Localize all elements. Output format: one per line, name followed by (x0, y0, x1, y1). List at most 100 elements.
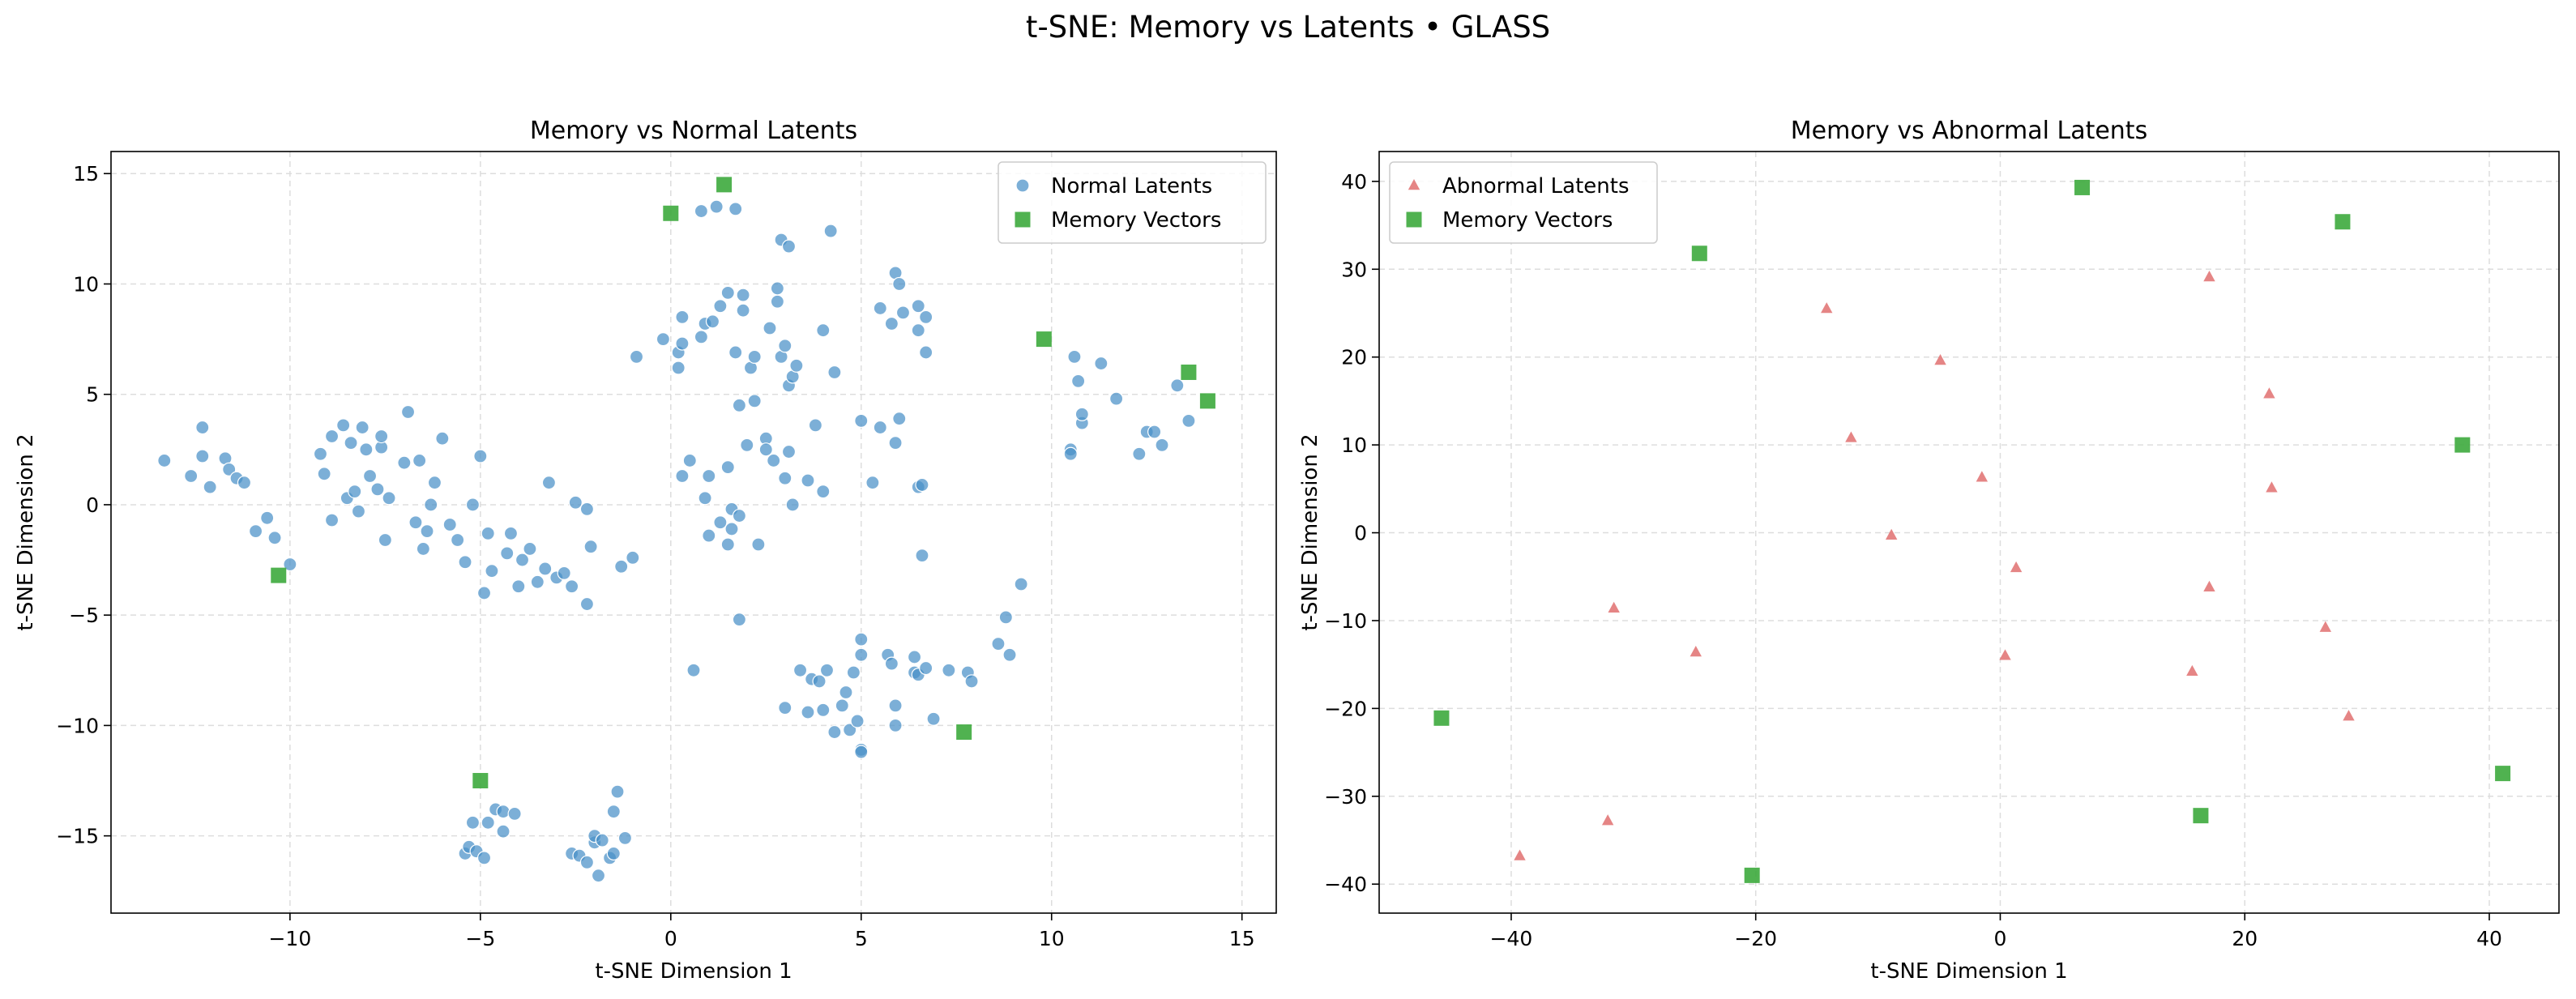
data-point (267, 531, 282, 545)
data-point (579, 855, 595, 869)
legend-marker (1015, 211, 1031, 228)
data-point (412, 453, 427, 468)
data-point (675, 310, 690, 324)
data-point (956, 724, 972, 741)
data-point (839, 685, 853, 700)
data-point (442, 517, 457, 532)
data-point (770, 281, 784, 296)
y-tick-label: 40 (1341, 170, 1367, 194)
data-point (724, 522, 739, 536)
data-point (237, 476, 252, 490)
data-point (370, 482, 385, 497)
data-point (732, 613, 746, 627)
x-tick-label: 0 (664, 927, 677, 950)
data-point (1934, 354, 1946, 365)
data-point (789, 358, 804, 373)
data-point (816, 702, 831, 717)
legend: Abnormal Latents Memory Vectors (1389, 161, 1658, 244)
data-point (763, 321, 777, 335)
figure-title: t-SNE: Memory vs Latents • GLASS (1025, 10, 1551, 45)
data-point (2266, 481, 2278, 493)
data-point (617, 830, 633, 845)
data-point (465, 497, 481, 512)
data-point (195, 449, 210, 463)
x-tick-label: −5 (465, 927, 495, 950)
data-point (713, 299, 728, 314)
data-point (336, 418, 351, 433)
data-point (427, 476, 442, 490)
data-point (964, 674, 979, 689)
data-point (355, 420, 370, 435)
data-point (481, 815, 495, 830)
data-point (770, 294, 784, 309)
series-normal-latents (157, 199, 1196, 883)
data-point (835, 698, 849, 713)
data-point (720, 285, 735, 300)
data-point (846, 665, 861, 680)
data-point (686, 663, 701, 677)
y-tick-label: −5 (69, 604, 99, 627)
data-point (184, 468, 199, 484)
data-point (248, 524, 263, 539)
data-point (1074, 407, 1089, 421)
y-tick-label: 0 (86, 493, 99, 517)
plot-frame (110, 151, 1277, 914)
data-point (476, 851, 492, 865)
data-point (408, 515, 423, 530)
grid-lines (1379, 152, 2559, 913)
legend-marker (1015, 178, 1030, 193)
data-point (606, 846, 621, 861)
data-point (1109, 391, 1124, 406)
data-point (515, 553, 530, 567)
data-point (538, 561, 553, 576)
data-point (324, 513, 340, 527)
data-point (500, 546, 515, 561)
data-point (496, 824, 511, 839)
data-point (919, 310, 933, 324)
data-point (865, 476, 880, 490)
data-point (720, 537, 735, 552)
data-point (2263, 387, 2275, 399)
data-point (2335, 214, 2351, 230)
data-point (1181, 413, 1196, 429)
data-point (785, 497, 800, 512)
panel-title: Memory vs Abnormal Latents (1791, 117, 2147, 145)
data-point (716, 177, 733, 193)
data-point (675, 336, 690, 351)
data-point (854, 745, 869, 759)
y-tick-label: 10 (73, 272, 99, 296)
data-point (884, 656, 899, 671)
x-tick-label: 15 (1229, 927, 1255, 950)
data-point (2319, 621, 2332, 632)
data-point (915, 477, 929, 493)
panel-title: Memory vs Normal Latents (530, 117, 857, 145)
data-point (919, 345, 933, 360)
data-point (663, 205, 679, 221)
data-point (557, 566, 571, 581)
data-point (751, 537, 766, 552)
data-point (496, 805, 511, 819)
data-point (827, 365, 842, 380)
data-point (1601, 814, 1614, 826)
data-point (915, 549, 929, 563)
data-point (1433, 710, 1450, 726)
data-point (481, 526, 495, 540)
data-point (907, 650, 922, 664)
data-point (591, 869, 606, 883)
data-point (713, 515, 728, 530)
data-point (2343, 710, 2355, 721)
data-point (812, 674, 827, 689)
data-point (503, 526, 519, 540)
data-point (778, 701, 792, 715)
data-point (1170, 378, 1185, 393)
data-point (926, 711, 941, 726)
y-axis-label: t-SNE Dimension 2 (14, 433, 38, 630)
y-tick-label: 20 (1341, 346, 1367, 369)
data-point (919, 660, 933, 676)
data-point (671, 361, 686, 375)
data-point (2454, 437, 2471, 453)
data-point (2203, 580, 2215, 591)
data-point (1063, 446, 1078, 461)
data-point (397, 455, 412, 470)
data-point (854, 413, 869, 429)
